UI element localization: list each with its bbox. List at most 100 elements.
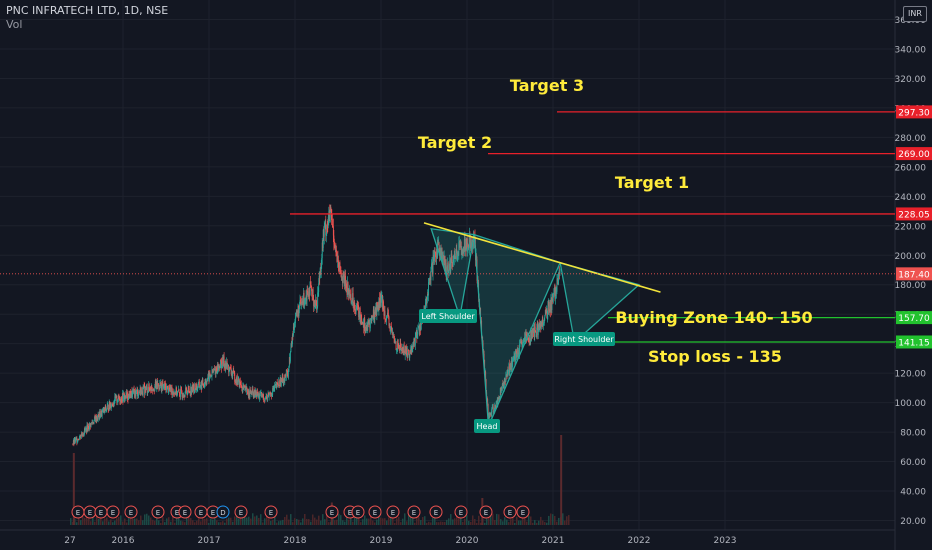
- candle-body: [208, 372, 210, 381]
- volume-bar: [564, 520, 566, 525]
- volume-bar: [178, 516, 180, 525]
- volume-bar: [302, 518, 304, 525]
- candle-body: [275, 384, 277, 386]
- volume-bar: [266, 516, 268, 525]
- candle-body: [83, 433, 85, 435]
- volume-bar: [370, 514, 372, 525]
- volume-bar: [108, 521, 110, 525]
- candle-body: [559, 269, 561, 274]
- candle-body: [94, 416, 96, 419]
- volume-bar: [124, 518, 126, 525]
- candle-body: [553, 287, 555, 290]
- candle-body: [270, 394, 272, 397]
- candle-body: [215, 369, 216, 374]
- candle-body: [250, 390, 252, 393]
- candle-body: [508, 363, 510, 373]
- candle-body: [539, 324, 541, 327]
- candle-body: [519, 342, 521, 345]
- candle-body: [117, 400, 119, 402]
- volume-bar: [510, 519, 512, 525]
- candle-body: [196, 385, 198, 390]
- neckline-trendline: [423, 222, 661, 293]
- candle-body: [159, 382, 161, 386]
- candle-body: [394, 338, 396, 344]
- candle-body: [415, 334, 417, 337]
- candle-body: [544, 310, 546, 316]
- candle-body: [128, 393, 129, 401]
- volume-bar: [126, 522, 128, 525]
- candle-body: [326, 224, 328, 226]
- candle-body: [113, 404, 115, 405]
- candle-body: [164, 383, 166, 389]
- candle-body: [356, 307, 358, 308]
- candle-body: [280, 378, 282, 387]
- grid-lines: [0, 0, 895, 530]
- volume-bar: [182, 521, 184, 525]
- stop-loss-label: Stop loss - 135: [648, 347, 782, 366]
- annotations: Target 3 Target 2 Target 1 Buying Zone 140-…: [418, 76, 813, 433]
- candle-body: [488, 414, 490, 417]
- candle-body: [238, 378, 240, 380]
- candle-body: [341, 275, 342, 277]
- candle-body: [493, 411, 495, 413]
- candle-body: [84, 428, 85, 434]
- volume-bar: [490, 513, 492, 525]
- currency-badge[interactable]: INR: [903, 6, 927, 22]
- candle-body: [538, 323, 540, 330]
- candle-body: [418, 325, 420, 328]
- candle-body: [345, 283, 347, 288]
- candle-body: [315, 300, 317, 304]
- candle-body: [399, 342, 401, 350]
- candle-body: [120, 397, 122, 402]
- candle-body: [140, 390, 142, 396]
- candle-body: [534, 326, 536, 337]
- candle-body: [504, 378, 506, 382]
- candle-body: [199, 386, 201, 388]
- candle-body: [541, 322, 543, 326]
- candle-body: [217, 364, 218, 374]
- candle-body: [511, 360, 513, 368]
- volume-bar: [246, 517, 248, 525]
- candle-body: [411, 347, 413, 352]
- candle-body: [193, 390, 195, 393]
- volume-bar: [100, 516, 102, 525]
- event-badge-earnings: E: [111, 509, 115, 517]
- volume-bar: [430, 522, 432, 525]
- right-shoulder-label: Right Shoulder: [554, 335, 614, 344]
- candle-body: [204, 383, 206, 385]
- candle-body: [507, 370, 509, 375]
- candle-body: [281, 374, 283, 380]
- candle-body: [336, 251, 338, 262]
- volume-bar: [380, 517, 382, 525]
- candle-body: [126, 392, 128, 396]
- head-and-shoulders-pattern: [430, 227, 641, 427]
- event-badge-earnings: E: [239, 509, 243, 517]
- candle-body: [532, 328, 534, 333]
- candle-body: [169, 387, 170, 389]
- volume-bar: [102, 521, 104, 525]
- candle-body: [196, 388, 198, 390]
- candle-body: [114, 396, 116, 404]
- candle-body: [313, 300, 315, 307]
- volume-bar: [70, 518, 72, 525]
- candle-body: [169, 388, 171, 390]
- candle-body: [436, 249, 438, 258]
- candle-body: [459, 242, 461, 244]
- candle-body: [223, 356, 225, 367]
- candle-body: [274, 385, 276, 389]
- candle-body: [399, 348, 401, 350]
- candle-body: [449, 260, 451, 272]
- candle-body: [308, 287, 310, 297]
- candle-body: [305, 297, 306, 299]
- volume-bar: [518, 520, 520, 525]
- candle-body: [161, 382, 163, 386]
- candle-body: [162, 382, 164, 387]
- candle-body: [365, 327, 367, 331]
- candle-body: [218, 365, 220, 367]
- volume-bar: [300, 522, 302, 525]
- volume-bar: [90, 521, 92, 525]
- candle-body: [488, 414, 490, 416]
- candle-body: [226, 361, 228, 367]
- right-shoulder-label-bg: [553, 332, 615, 346]
